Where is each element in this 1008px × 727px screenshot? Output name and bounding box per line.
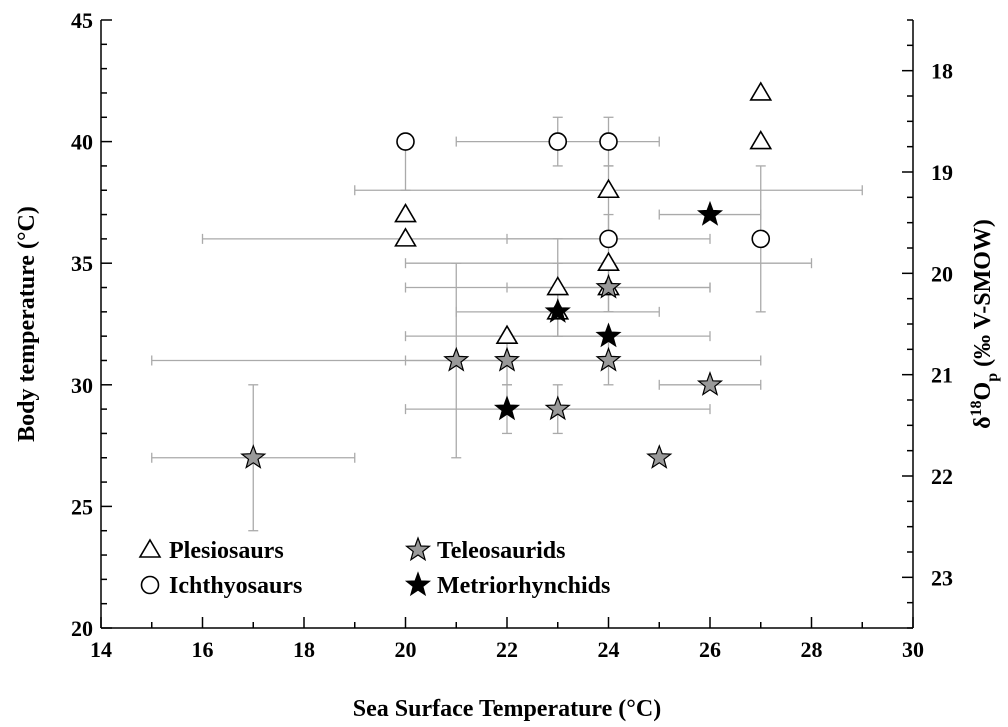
legend-item-metriorhynchids: Metriorhynchids xyxy=(404,571,610,599)
y2-title-part: (‰ V-SMOW) xyxy=(970,219,996,373)
axes-layer: 14 16 18 20 22 24 26 28 30 20 25 30 35 40 45 18 19 20 21 22… xyxy=(71,8,953,662)
teleosaurids-point xyxy=(493,346,521,372)
y2-tick-label: 21 xyxy=(931,363,953,388)
y2-tick-label: 19 xyxy=(931,160,953,185)
y-tick-label: 20 xyxy=(71,616,93,641)
ichthyosaurs-point xyxy=(396,132,415,151)
legend-label-plesiosaurs: Plesiosaurs xyxy=(169,538,284,564)
ichthyosaurs-point xyxy=(599,229,618,249)
legend-label-ichthyosaurs: Ichthyosaurs xyxy=(169,573,302,599)
teleosaurids-point xyxy=(544,395,571,421)
x-tick-label: 30 xyxy=(902,637,924,662)
plesiosaurs-point xyxy=(749,81,773,101)
y2-tick-label: 23 xyxy=(931,565,953,590)
y2-tick-label: 20 xyxy=(931,261,953,286)
plesiosaurs-point xyxy=(495,324,519,344)
teleosaurids-point xyxy=(240,444,267,469)
y-tick-label: 35 xyxy=(71,251,93,276)
plesiosaurs-point xyxy=(394,227,417,247)
metriorhynchids-point xyxy=(595,322,622,348)
teleosaurids-point xyxy=(646,444,673,469)
legend-marker-plesiosaurs xyxy=(138,538,162,558)
y-tick-label: 45 xyxy=(71,8,93,33)
plesiosaurs-point xyxy=(597,178,620,199)
y2-title-part: 18 xyxy=(968,400,985,416)
plesiosaurs-point xyxy=(546,275,570,296)
legend: Plesiosaurs Ichthyosaurs Teleosaurids Metri… xyxy=(138,536,610,599)
y2-title-part: O xyxy=(970,382,996,401)
plesiosaurs-point xyxy=(749,130,773,150)
x-tick-label: 26 xyxy=(699,637,721,662)
plesiosaurs-point xyxy=(597,251,620,271)
y2-tick-label: 22 xyxy=(931,464,953,489)
x-tick-label: 14 xyxy=(90,637,112,662)
legend-item-plesiosaurs: Plesiosaurs xyxy=(138,538,284,564)
legend-marker-ichthyosaurs xyxy=(140,575,160,595)
teleosaurids-point xyxy=(595,273,622,299)
y-tick-label: 40 xyxy=(71,130,93,155)
y-tick-label: 30 xyxy=(71,373,93,398)
y2-title-part: δ xyxy=(970,416,996,428)
x-tick-label: 24 xyxy=(598,637,620,662)
metriorhynchids-point xyxy=(544,298,571,323)
teleosaurids-point xyxy=(443,346,470,372)
markers-layer xyxy=(240,81,773,469)
x-tick-label: 16 xyxy=(192,637,214,662)
y-axis-title: Body temperature (°C) xyxy=(14,206,40,442)
y2-tick-label: 18 xyxy=(931,59,953,84)
metriorhynchids-point xyxy=(493,395,521,421)
x-tick-label: 18 xyxy=(293,637,315,662)
y-tick-label: 25 xyxy=(71,494,93,519)
legend-item-ichthyosaurs: Ichthyosaurs xyxy=(140,573,302,599)
ichthyosaurs-point xyxy=(599,132,618,151)
plesiosaurs-point xyxy=(394,202,417,223)
x-tick-label: 20 xyxy=(395,637,417,662)
x-tick-label: 22 xyxy=(496,637,518,662)
metriorhynchids-point xyxy=(696,200,724,226)
y2-title-part: p xyxy=(984,373,1001,382)
teleosaurids-point xyxy=(595,346,622,372)
legend-label-teleosaurids: Teleosaurids xyxy=(437,538,565,564)
ichthyosaurs-point xyxy=(548,132,568,151)
legend-label-metriorhynchids: Metriorhynchids xyxy=(437,573,610,599)
legend-item-teleosaurids: Teleosaurids xyxy=(404,536,565,564)
y2-axis-title: δ18Op (‰ V-SMOW) xyxy=(968,219,1001,429)
legend-marker-teleosaurids xyxy=(404,536,432,562)
error-bars-layer xyxy=(151,116,863,532)
x-axis-title: Sea Surface Temperature (°C) xyxy=(353,696,661,722)
ichthyosaurs-point xyxy=(751,229,771,249)
teleosaurids-point xyxy=(696,371,724,396)
x-tick-label: 28 xyxy=(801,637,823,662)
legend-marker-metriorhynchids xyxy=(404,571,432,597)
